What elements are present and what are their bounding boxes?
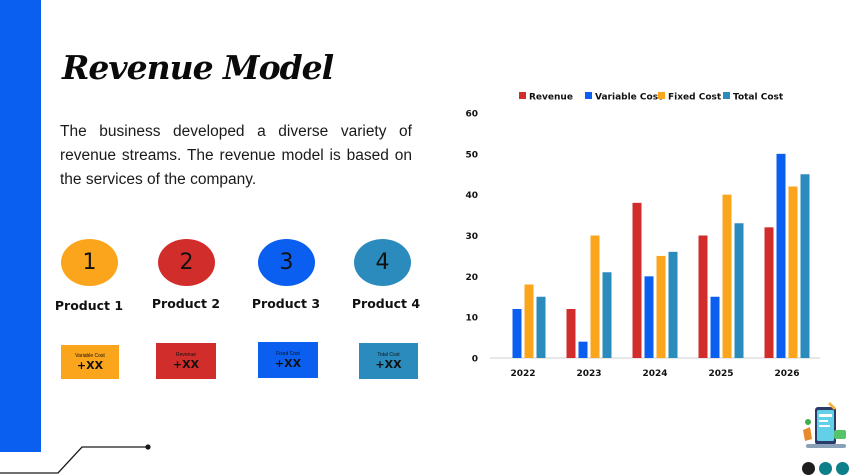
cost-box-variable: Variable Cost +XX (61, 345, 119, 379)
decorative-connector-line (0, 444, 151, 474)
product-4-badge: 4 (354, 239, 411, 286)
bar (602, 272, 612, 358)
nav-dot (819, 462, 832, 475)
legend-swatch (723, 92, 730, 99)
bar (668, 251, 678, 358)
product-1-badge: 1 (61, 239, 118, 286)
y-tick-label: 0 (472, 355, 478, 365)
product-2-label: Product 2 (151, 296, 221, 311)
bar (566, 309, 576, 358)
legend-label: Total Cost (733, 93, 784, 103)
bar (590, 235, 600, 358)
product-4-label: Product 4 (351, 296, 421, 311)
nav-dot (836, 462, 849, 475)
x-tick-label: 2022 (510, 369, 535, 379)
nav-dot (802, 462, 815, 475)
x-tick-label: 2023 (576, 369, 601, 379)
bar (524, 284, 534, 358)
revenue-cost-chart: Revenue Variable Cost Fixed Cost Total Cost… (465, 92, 820, 379)
product-1-number: 1 (82, 250, 97, 275)
cost-box-label: Fixed Cost (276, 350, 300, 357)
y-tick-label: 40 (465, 191, 478, 201)
bar (536, 296, 546, 358)
bar (734, 223, 744, 358)
cost-box-label: Revenue (175, 351, 196, 358)
y-tick-label: 10 (465, 314, 478, 324)
phone-illustration-icon (803, 402, 846, 448)
cost-box-value: +XX (375, 357, 402, 371)
cost-box-fixed: Fixed Cost +XX (258, 342, 318, 378)
x-tick-label: 2026 (774, 369, 799, 379)
legend-label: Fixed Cost (668, 93, 722, 103)
legend-label: Variable Cost (595, 93, 663, 103)
legend-swatch (585, 92, 592, 99)
bar (578, 341, 588, 358)
legend-swatch (658, 92, 665, 99)
bar (800, 174, 810, 358)
bar (764, 227, 774, 358)
product-2-badge: 2 (158, 239, 215, 286)
product-3-number: 3 (279, 250, 294, 275)
bar (698, 235, 708, 358)
bar (776, 153, 786, 358)
y-tick-label: 50 (465, 150, 478, 160)
slide-title: Revenue Model (62, 48, 334, 87)
product-3-badge: 3 (258, 239, 315, 286)
cost-box-value: +XX (274, 356, 302, 370)
product-1-label: Product 1 (54, 298, 124, 313)
x-tick-label: 2025 (708, 369, 733, 379)
cost-box-total: Total Cost +XX (359, 343, 418, 379)
bar (722, 194, 732, 358)
product-4-number: 4 (375, 250, 390, 275)
bar (632, 202, 642, 358)
legend-label: Revenue (529, 93, 573, 103)
x-tick-label: 2024 (642, 369, 667, 379)
y-tick-label: 20 (465, 273, 478, 283)
product-3-label: Product 3 (251, 296, 321, 311)
slide-description: The business developed a diverse variety… (60, 123, 412, 188)
cost-box-value: +XX (172, 357, 200, 371)
legend-swatch (519, 92, 526, 99)
bar (656, 255, 666, 358)
accent-side-bar (0, 0, 41, 452)
cost-box-value: +XX (76, 358, 104, 372)
product-2-number: 2 (179, 250, 194, 275)
cost-box-revenue: Revenue +XX (156, 343, 216, 379)
bar (644, 276, 654, 358)
y-tick-label: 30 (465, 232, 478, 242)
bar (710, 296, 720, 358)
bar (788, 186, 798, 358)
cost-box-label: Total Cost (377, 351, 400, 358)
y-tick-label: 60 (465, 110, 478, 120)
cost-box-label: Variable Cost (75, 352, 105, 359)
bar (512, 309, 522, 358)
